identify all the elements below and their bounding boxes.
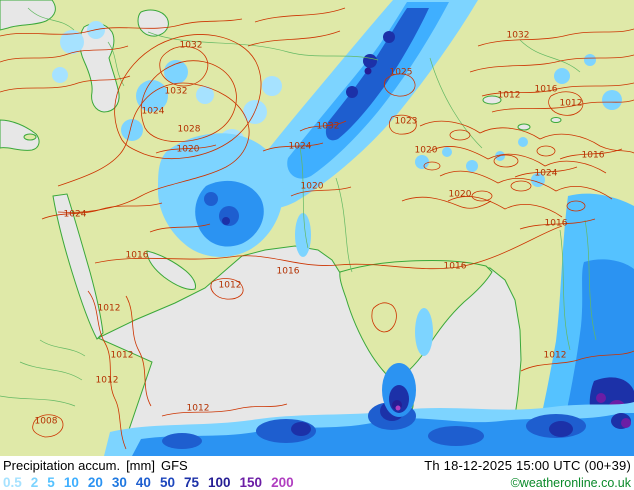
model-text: GFS <box>160 458 188 473</box>
legend-value-20: 20 <box>87 475 103 490</box>
map-area: 1032 1032 1025 1032 1016 1012 1012 1024 1028 1023… <box>0 0 634 456</box>
border-layer <box>0 7 597 407</box>
footer: Precipitation accum. [mm] GFS Th 18-12-2… <box>0 456 634 490</box>
legend-value-30: 30 <box>111 475 127 490</box>
precip-legend: 0.5 2 5 10 20 30 40 50 75 100 150 200 <box>3 475 294 490</box>
datetime-text: Th 18-12-2025 15:00 UTC (00+39) <box>424 458 631 473</box>
legend-value-0.5: 0.5 <box>3 475 22 490</box>
legend-value-50: 50 <box>159 475 175 490</box>
unit-text: [mm] <box>126 458 155 473</box>
legend-value-10: 10 <box>63 475 79 490</box>
legend-value-40: 40 <box>135 475 151 490</box>
contour-layer <box>0 7 634 450</box>
legend-value-75: 75 <box>183 475 199 490</box>
precipitation-layer <box>52 0 634 456</box>
legend-value-150: 150 <box>239 475 263 490</box>
legend-value-100: 100 <box>208 475 231 490</box>
legend-value-5: 5 <box>47 475 55 490</box>
map-image <box>0 0 634 456</box>
copyright-text: ©weatheronline.co.uk <box>510 476 631 490</box>
map-title: Precipitation accum. [mm] GFS <box>3 458 188 473</box>
title-text: Precipitation accum. <box>3 458 121 473</box>
legend-value-2: 2 <box>30 475 39 490</box>
legend-value-200: 200 <box>271 475 294 490</box>
